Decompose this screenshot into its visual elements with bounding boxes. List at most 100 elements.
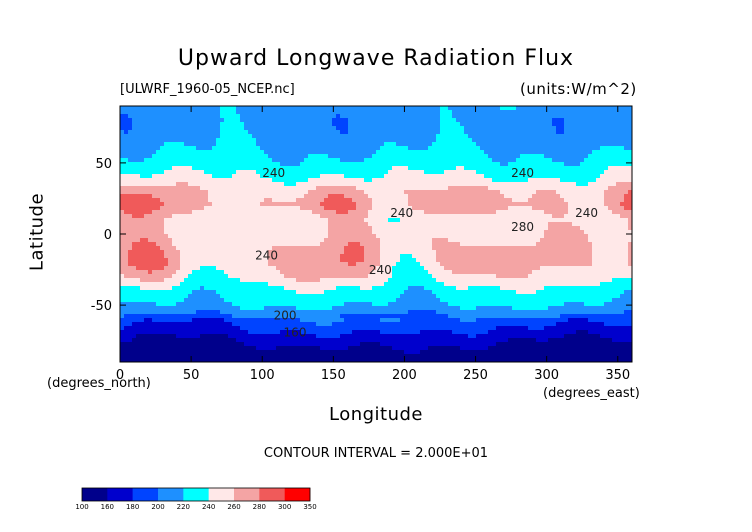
heatmap-cell — [520, 234, 525, 239]
heatmap-cell — [380, 170, 385, 175]
heatmap-cell — [348, 258, 353, 263]
heatmap-cell — [300, 254, 305, 259]
heatmap-cell — [192, 166, 197, 171]
heatmap-cell — [524, 150, 529, 155]
heatmap-cell — [608, 226, 613, 231]
heatmap-cell — [500, 138, 505, 143]
heatmap-cell — [132, 238, 137, 243]
heatmap-cell — [264, 238, 269, 243]
heatmap-cell — [532, 198, 537, 203]
heatmap-cell — [324, 162, 329, 167]
heatmap-cell — [212, 242, 217, 247]
heatmap-cell — [492, 150, 497, 155]
heatmap-cell — [408, 226, 413, 231]
heatmap-cell — [508, 218, 513, 223]
heatmap-cell — [376, 110, 381, 115]
heatmap-cell — [172, 178, 177, 183]
heatmap-cell — [192, 114, 197, 119]
heatmap-cell — [552, 198, 557, 203]
heatmap-cell — [132, 178, 137, 183]
heatmap-cell — [608, 218, 613, 223]
heatmap-cell — [408, 158, 413, 163]
heatmap-cell — [440, 138, 445, 143]
heatmap-cell — [244, 114, 249, 119]
heatmap-cell — [208, 178, 213, 183]
heatmap-cell — [512, 194, 517, 199]
heatmap-cell — [236, 250, 241, 255]
heatmap-cell — [512, 142, 517, 147]
heatmap-cell — [556, 210, 561, 215]
heatmap-cell — [472, 190, 477, 195]
heatmap-cell — [208, 202, 213, 207]
heatmap-cell — [284, 238, 289, 243]
heatmap-cell — [388, 190, 393, 195]
heatmap-cell — [452, 166, 457, 171]
heatmap-cell — [456, 246, 461, 251]
heatmap-cell — [136, 106, 141, 111]
heatmap-cell — [212, 118, 217, 123]
heatmap-cell — [468, 238, 473, 243]
heatmap-cell — [164, 118, 169, 123]
heatmap-cell — [184, 158, 189, 163]
heatmap-cell — [380, 122, 385, 127]
heatmap-cell — [396, 238, 401, 243]
heatmap-cell — [588, 222, 593, 227]
heatmap-cell — [484, 138, 489, 143]
heatmap-cell — [324, 254, 329, 259]
heatmap-cell — [500, 206, 505, 211]
heatmap-cell — [248, 154, 253, 159]
heatmap-cell — [216, 210, 221, 215]
heatmap-cell — [276, 146, 281, 151]
heatmap-cell — [272, 210, 277, 215]
heatmap-cell — [268, 238, 273, 243]
heatmap-cell — [524, 222, 529, 227]
heatmap-cell — [164, 186, 169, 191]
heatmap-cell — [420, 214, 425, 219]
heatmap-cell — [620, 190, 625, 195]
heatmap-cell — [256, 182, 261, 187]
heatmap-cell — [592, 234, 597, 239]
heatmap-cell — [344, 250, 349, 255]
heatmap-cell — [212, 226, 217, 231]
heatmap-cell — [280, 230, 285, 235]
heatmap-cell — [124, 254, 129, 259]
heatmap-cell — [516, 190, 521, 195]
heatmap-cell — [456, 222, 461, 227]
heatmap-cell — [380, 154, 385, 159]
heatmap-cell — [492, 198, 497, 203]
heatmap-cell — [328, 190, 333, 195]
heatmap-cell — [128, 134, 133, 139]
heatmap-cell — [536, 198, 541, 203]
heatmap-cell — [344, 226, 349, 231]
heatmap-cell — [476, 238, 481, 243]
heatmap-cell — [460, 134, 465, 139]
heatmap-cell — [628, 238, 632, 243]
heatmap-cell — [568, 250, 573, 255]
heatmap-cell — [240, 214, 245, 219]
heatmap-cell — [564, 138, 569, 143]
heatmap-cell — [456, 114, 461, 119]
heatmap-cell — [196, 166, 201, 171]
heatmap-cell — [220, 114, 225, 119]
heatmap-cell — [212, 250, 217, 255]
heatmap-cell — [584, 250, 589, 255]
heatmap-cell — [596, 110, 601, 115]
heatmap-cell — [192, 118, 197, 123]
heatmap-cell — [444, 194, 449, 199]
heatmap-cell — [176, 114, 181, 119]
heatmap-cell — [608, 230, 613, 235]
heatmap-cell — [464, 110, 469, 115]
heatmap-cell — [528, 202, 533, 207]
heatmap-cell — [212, 146, 217, 151]
heatmap-cell — [300, 126, 305, 131]
heatmap-cell — [368, 206, 373, 211]
heatmap-cell — [220, 126, 225, 131]
heatmap-cell — [328, 130, 333, 135]
heatmap-cell — [172, 206, 177, 211]
heatmap-cell — [276, 106, 281, 111]
heatmap-cell — [444, 226, 449, 231]
heatmap-cell — [568, 134, 573, 139]
heatmap-cell — [368, 138, 373, 143]
heatmap-cell — [348, 178, 353, 183]
heatmap-cell — [292, 162, 297, 167]
